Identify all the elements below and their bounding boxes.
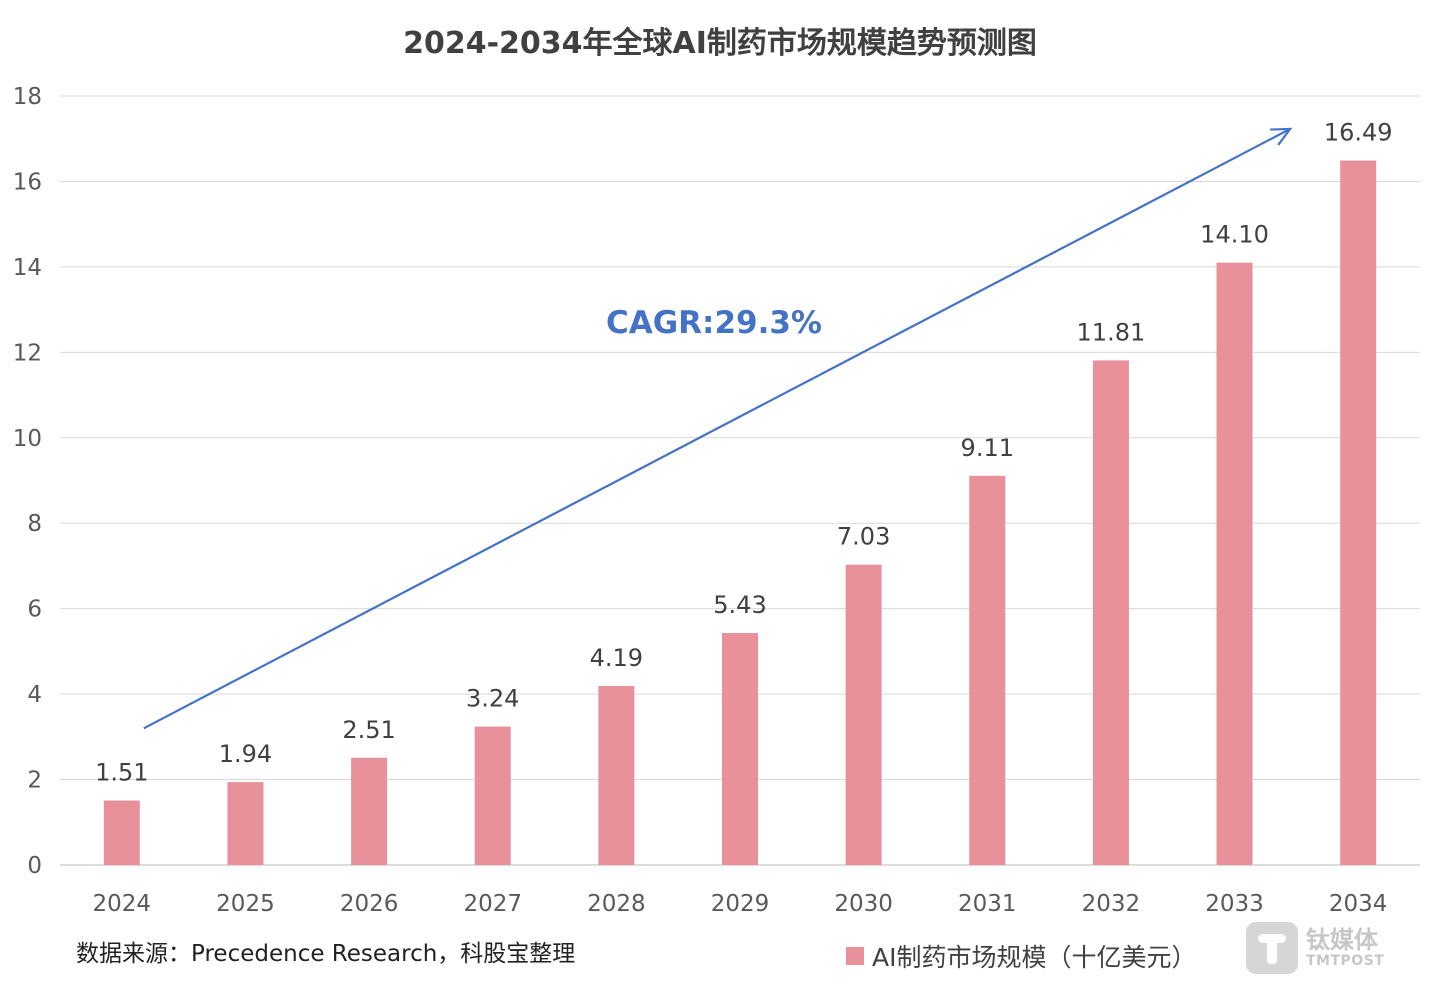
- chart-title: 2024-2034年全球AI制药市场规模趋势预测图: [403, 26, 1037, 61]
- data-labels: 1.51 1.94 2.51 3.24 4.19 5.43 7.03 9.11 11.81 14.…: [95, 119, 1392, 787]
- x-tick-label: 2027: [463, 891, 522, 917]
- y-tick-label: 18: [13, 84, 42, 110]
- tmtpost-logo-icon: [1246, 922, 1298, 974]
- y-axis-ticks: 0 2 4 6 8 10 12 14 16 18: [13, 84, 42, 879]
- data-label: 14.10: [1200, 221, 1269, 249]
- bar: [227, 782, 264, 865]
- x-tick-label: 2031: [958, 891, 1017, 917]
- legend: AI制药市场规模（十亿美元）: [846, 938, 1196, 974]
- x-tick-label: 2033: [1205, 891, 1264, 917]
- bar: [351, 757, 388, 865]
- bar: [1216, 262, 1253, 865]
- cagr-annotation: CAGR:29.3%: [606, 305, 822, 341]
- source-note: 数据来源：Precedence Research，科股宝整理: [76, 941, 576, 967]
- data-label: 2.51: [342, 716, 395, 744]
- legend-label: AI制药市场规模（十亿美元）: [872, 943, 1197, 972]
- bar: [598, 685, 635, 865]
- y-tick-label: 6: [27, 597, 42, 623]
- watermark-brand-cn: 钛媒体: [1306, 926, 1378, 954]
- x-tick-label: 2028: [587, 891, 646, 917]
- y-tick-label: 0: [27, 853, 42, 879]
- watermark-brand-en: TMTPOST: [1306, 953, 1385, 969]
- y-tick-label: 12: [13, 340, 42, 366]
- data-label: 16.49: [1324, 119, 1393, 147]
- data-label: 5.43: [713, 591, 766, 619]
- bar: [722, 633, 758, 865]
- bar: [103, 800, 140, 865]
- data-label: 11.81: [1077, 318, 1146, 346]
- x-tick-label: 2029: [711, 891, 770, 917]
- data-label: 3.24: [466, 685, 519, 713]
- y-tick-label: 8: [27, 511, 42, 537]
- y-tick-label: 16: [13, 169, 42, 195]
- y-tick-label: 14: [13, 255, 42, 281]
- x-tick-label: 2032: [1082, 891, 1141, 917]
- data-label: 4.19: [590, 644, 643, 672]
- bar: [1340, 160, 1377, 865]
- data-label: 9.11: [961, 434, 1014, 462]
- bar: [474, 726, 511, 865]
- x-tick-label: 2024: [93, 891, 152, 917]
- data-label: 7.03: [837, 523, 890, 551]
- x-axis-ticks: 2024 2025 2026 2027 2028 2029 2030 2031 2032 2033…: [93, 891, 1388, 917]
- legend-swatch: [846, 947, 864, 965]
- bar: [845, 564, 882, 865]
- watermark: 钛媒体 TMTPOST: [1246, 922, 1384, 974]
- bar: [969, 475, 1006, 865]
- arrow-line: [143, 127, 1291, 730]
- x-tick-label: 2034: [1329, 891, 1388, 917]
- y-tick-label: 4: [27, 682, 42, 708]
- x-tick-label: 2026: [340, 891, 399, 917]
- bars: [103, 160, 1377, 865]
- x-tick-label: 2025: [216, 891, 275, 917]
- y-tick-label: 10: [13, 426, 42, 452]
- data-label: 1.94: [219, 740, 272, 768]
- data-label: 1.51: [95, 758, 148, 786]
- cagr-arrow: CAGR:29.3%: [143, 127, 1293, 730]
- arrow-head: [1270, 127, 1293, 146]
- bar: [1092, 360, 1129, 865]
- y-tick-label: 2: [27, 768, 42, 794]
- x-tick-label: 2030: [834, 891, 893, 917]
